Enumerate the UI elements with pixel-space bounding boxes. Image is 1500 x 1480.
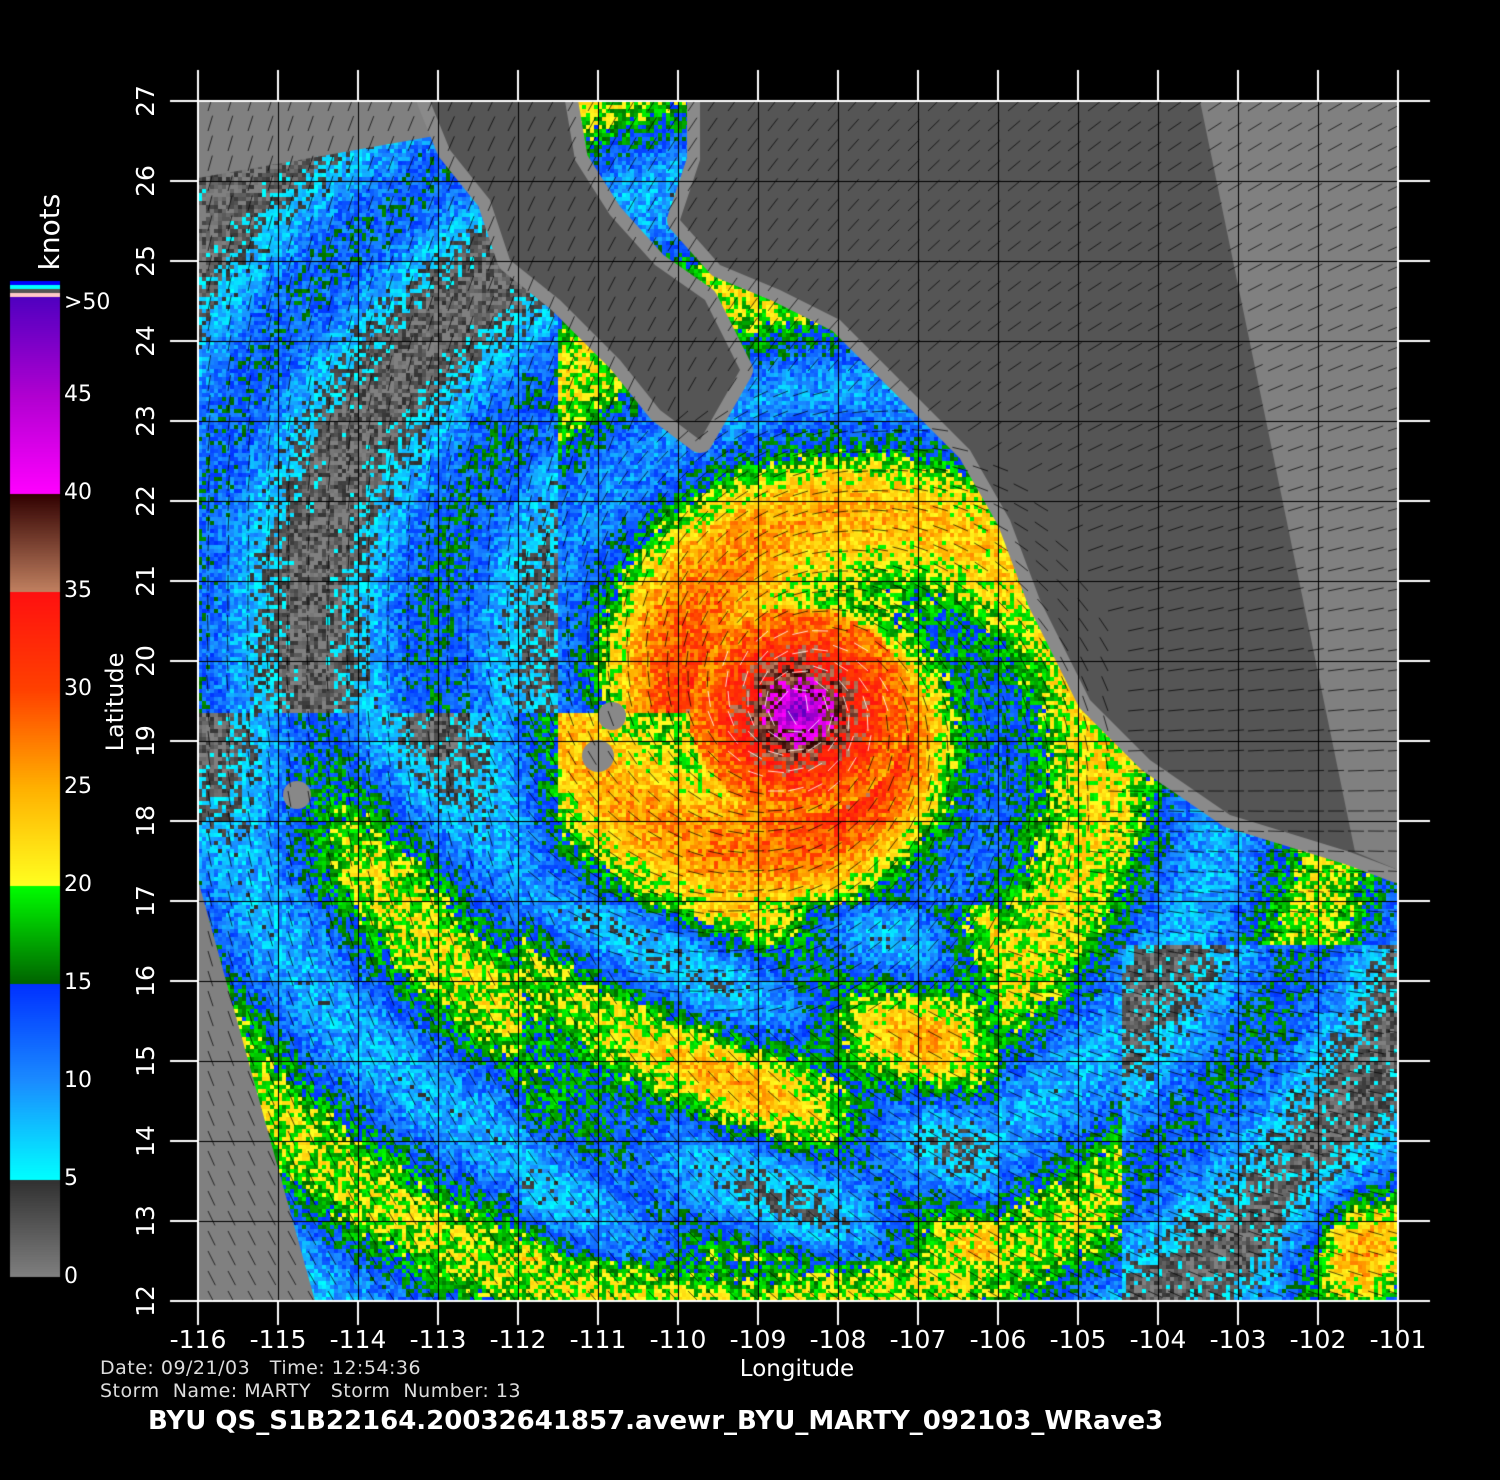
y-tick-label: 25: [131, 245, 160, 277]
product-title: BYU QS_S1B22164.20032641857.avewr_BYU_MA…: [148, 1406, 1164, 1436]
y-tick-label: 23: [131, 405, 160, 437]
x-tick-label: -107: [889, 1325, 947, 1354]
colorbar-unit-label: knots: [33, 193, 66, 271]
x-tick-label: -113: [409, 1325, 467, 1354]
y-tick-label: 27: [131, 85, 160, 117]
x-tick-label: -106: [969, 1325, 1027, 1354]
y-tick-label: 24: [131, 325, 160, 357]
storm-info-text: Storm Name: MARTY Storm Number: 13: [100, 1380, 522, 1402]
x-tick-label: -116: [169, 1325, 227, 1354]
y-tick-label: 12: [131, 1285, 160, 1317]
colorbar-tick-label: 15: [64, 970, 92, 995]
colorbar-tick-label: 25: [64, 774, 92, 799]
x-tick-label: -111: [569, 1325, 627, 1354]
y-tick-label: 14: [131, 1125, 160, 1157]
x-tick-label: -108: [809, 1325, 867, 1354]
colorbar-tick-label: 40: [64, 480, 92, 505]
y-tick-label: 17: [131, 885, 160, 917]
y-tick-label: 16: [131, 965, 160, 997]
x-tick-label: -102: [1289, 1325, 1347, 1354]
y-axis-label: Latitude: [101, 652, 129, 752]
y-tick-label: 19: [131, 725, 160, 757]
colorbar-tick-label: 10: [64, 1068, 92, 1093]
colorbar-tick-label: 35: [64, 578, 92, 603]
x-tick-label: -115: [249, 1325, 307, 1354]
y-tick-label: 15: [131, 1045, 160, 1077]
colorbar-tick-label: >50: [64, 290, 111, 315]
y-tick-label: 26: [131, 165, 160, 197]
x-tick-label: -105: [1049, 1325, 1107, 1354]
x-tick-label: -103: [1209, 1325, 1267, 1354]
y-tick-label: 20: [131, 645, 160, 677]
x-tick-label: -112: [489, 1325, 547, 1354]
y-tick-label: 22: [131, 485, 160, 517]
y-tick-label: 21: [131, 565, 160, 597]
y-tick-label: 18: [131, 805, 160, 837]
date-time-text: Date: 09/21/03 Time: 12:54:36: [100, 1357, 422, 1379]
x-tick-label: -101: [1369, 1325, 1427, 1354]
y-tick-label: 13: [131, 1205, 160, 1237]
colorbar-tick-label: 0: [64, 1264, 78, 1289]
colorbar-tick-label: 45: [64, 382, 92, 407]
x-tick-label: -114: [329, 1325, 387, 1354]
x-tick-label: -109: [729, 1325, 787, 1354]
x-tick-label: -104: [1129, 1325, 1187, 1354]
colorbar-tick-label: 5: [64, 1166, 78, 1191]
x-axis-label: Longitude: [739, 1356, 855, 1382]
colorbar-tick-label: 20: [64, 872, 92, 897]
x-tick-label: -110: [649, 1325, 707, 1354]
colorbar-tick-label: 30: [64, 676, 92, 701]
